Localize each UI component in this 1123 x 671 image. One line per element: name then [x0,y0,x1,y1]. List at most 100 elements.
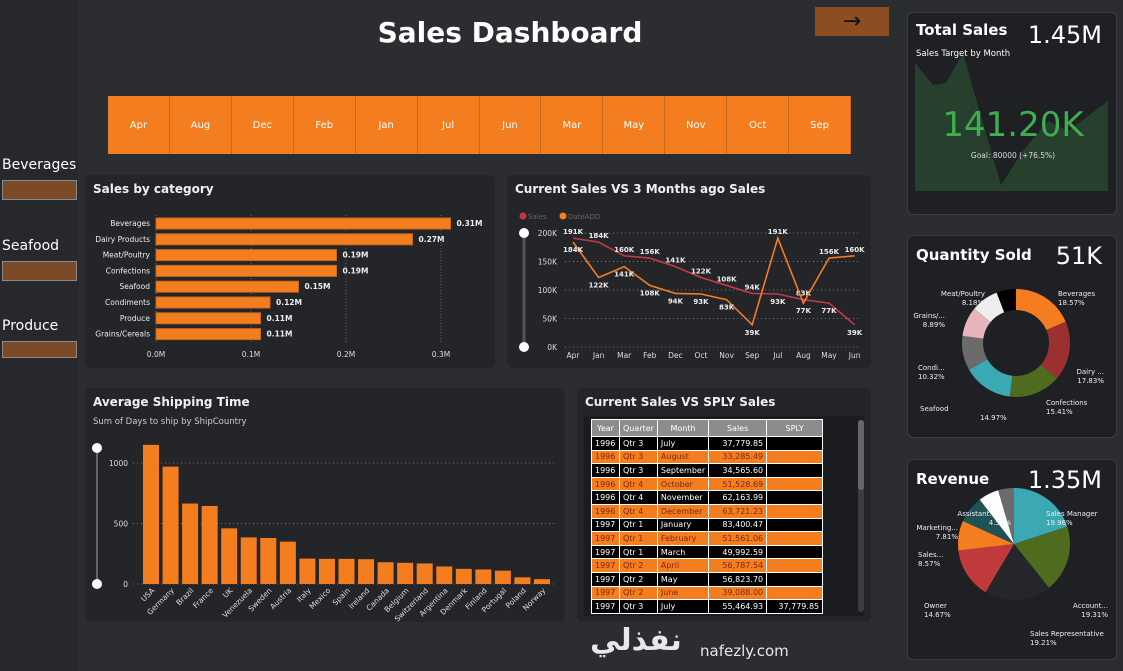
table-cell [766,436,824,451]
table-row: 1997 Qtr 1 January 83,400.47 [591,517,824,533]
total-sales-value: 1.45M [1027,21,1102,49]
range-slider-handle-bottom [519,342,529,352]
range-slider-handle-top [519,228,529,238]
month-button-sep[interactable]: Sep [789,96,852,154]
month-button-feb[interactable]: Feb [293,96,356,154]
data-label: 0.19M [343,251,369,260]
x-tick-label: Jun [848,351,861,360]
slice-value: 19.96% [1046,519,1073,527]
column-header-month[interactable]: Month [656,419,710,437]
data-label: 0.19M [343,266,369,275]
month-button-jan[interactable]: Jan [355,96,418,154]
filter-produce-button[interactable] [2,341,77,358]
data-label: 93K [770,298,786,306]
table-cell: 1997 [591,599,620,614]
slice-sales- [958,521,1014,551]
table-row: 1997 Qtr 3 July 55,464.93 37,779.85 [591,599,824,614]
bar [494,570,511,584]
y-tick-label: 0 [123,580,128,589]
table-cell: 1997 [591,571,620,587]
slice-label: Marketing... [916,524,958,532]
column-header-quarter[interactable]: Quarter [619,419,658,437]
column-header-sply[interactable]: SPLY [766,419,824,437]
data-label: 191K [563,228,584,236]
table-cell: 37,779.85 [766,599,824,614]
filter-label-seafood: Seafood [2,238,60,254]
bar [155,312,261,325]
range-slider-handle-top [92,443,102,453]
column-header-year[interactable]: Year [591,419,620,437]
table-cell: 51,528.69 [708,476,768,492]
bar [155,249,337,262]
bar [514,577,531,584]
table-cell: July [656,599,710,614]
table-cell [766,503,824,519]
x-tick-label: Feb [643,351,657,360]
sales-vs-3-months-panel: Current Sales VS 3 Months ago Sales Sale… [507,175,871,368]
table-scrollbar[interactable] [858,420,864,612]
card-title: Revenue [916,470,990,488]
x-tick-label: Jan [592,351,605,360]
table-cell: 63,721.23 [708,503,768,519]
slice-label: Meat/Poultry [941,290,985,298]
table-cell: 1997 [591,558,620,573]
table-cell: August [656,449,710,465]
month-button-aug[interactable]: Aug [169,96,232,154]
bar [221,528,238,584]
legend-marker [559,212,567,220]
month-button-mar[interactable]: Mar [541,96,604,154]
table-cell: 1996 [591,490,620,505]
table-cell: April [656,558,710,573]
scrollbar-thumb[interactable] [858,420,864,490]
table-cell: 1996 [591,436,620,451]
slice-meat-poultry [974,292,1005,322]
table-cell: Qtr 2 [619,558,658,573]
sales-by-category-chart: 0.0M 0.1M 0.2M 0.3M Beverages 0.31M Dairy Prod… [95,215,482,359]
data-label: 108K [640,289,661,297]
month-button-apr[interactable]: Apr [108,96,170,154]
table-cell: 1996 [591,449,620,465]
filter-beverages-button[interactable] [2,180,77,200]
month-button-oct[interactable]: Oct [727,96,790,154]
panel-title: Current Sales VS SPLY Sales [585,395,776,409]
sales-target-sparkline [915,53,1108,191]
data-label: 83K [719,304,735,312]
next-page-button[interactable]: → [815,7,889,36]
legend-marker [519,212,527,220]
month-button-jul[interactable]: Jul [417,96,480,154]
table-cell [766,531,824,546]
slice-label: Seafood [920,405,949,413]
month-button-nov[interactable]: Nov [665,96,728,154]
slice-sales-representative [985,544,1049,600]
category-label: Produce [120,314,151,323]
slice-label: Sales Manager [1046,510,1098,518]
y-tick-label: 0K [547,343,558,352]
filter-seafood-button[interactable] [2,261,77,281]
category-label: Meat/Poultry [103,251,151,260]
card-title: Quantity Sold [916,246,1032,264]
table-cell: 1997 [591,531,620,546]
month-button-may[interactable]: May [603,96,666,154]
slice-value: 17.83% [1077,377,1104,385]
data-label: 83K [796,290,812,298]
slice-value: 8.57% [918,560,941,568]
slice-sales-manager [1014,488,1068,544]
series-line-dateadd [572,235,855,327]
month-button-jun[interactable]: Jun [479,96,542,154]
panel-title: Current Sales VS 3 Months ago Sales [515,182,766,196]
data-label: 77K [796,307,812,315]
slice-label: Condi... [918,364,945,372]
table-cell [766,517,824,533]
table-cell: 83,400.47 [708,517,768,533]
table-cell: Qtr 1 [619,544,658,560]
category-label: Dairy Products [95,235,150,244]
table-cell: May [656,571,710,587]
left-sidebar [0,0,78,671]
month-button-dec[interactable]: Dec [231,96,294,154]
slice-label: Account... [1073,602,1108,610]
column-header-sales[interactable]: Sales [708,419,768,437]
table-cell: 62,163.99 [708,490,768,505]
range-slider-handle-bottom [92,579,102,589]
bar [534,579,550,584]
